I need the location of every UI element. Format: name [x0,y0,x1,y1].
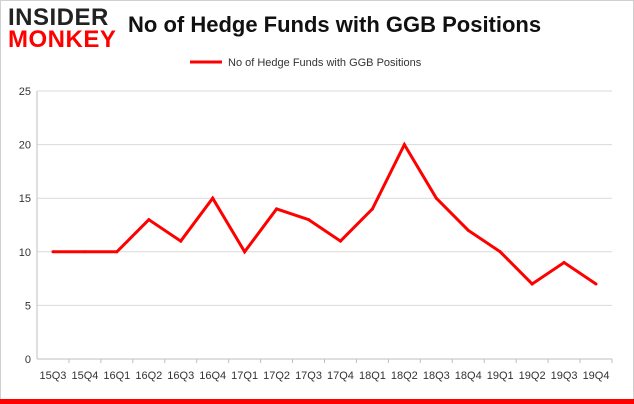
data-point [498,250,502,254]
data-point [275,207,279,211]
data-point [211,196,215,200]
x-tick-label: 15Q4 [71,370,98,382]
x-tick-label: 17Q4 [327,370,354,382]
data-point [530,282,534,286]
data-point [338,239,342,243]
x-tick-label: 15Q3 [40,370,67,382]
x-tick-label: 18Q3 [423,370,450,382]
data-point [594,282,598,286]
x-tick-label: 19Q2 [519,370,546,382]
data-point [243,250,247,254]
logo-line2: MONKEY [8,26,117,53]
x-tick-label: 16Q1 [103,370,130,382]
logo-line1: INSIDER [8,4,109,31]
data-point [307,218,311,222]
series-line [52,141,597,286]
chart-title: No of Hedge Funds with GGB Positions [128,12,542,37]
y-tick-label: 0 [25,354,31,366]
data-point [466,228,470,232]
data-point [179,239,183,243]
x-tick-label: 17Q3 [295,370,322,382]
x-tick-label: 18Q4 [455,370,482,382]
x-tick-label: 16Q2 [135,370,162,382]
y-tick-label: 25 [19,86,31,98]
data-point [83,250,87,254]
data-point [115,250,119,254]
x-tick-label: 19Q4 [583,370,610,382]
axes [36,91,612,360]
data-point [562,261,566,265]
x-tick-label: 18Q2 [391,370,418,382]
data-point [51,250,55,254]
x-tick-label: 16Q4 [199,370,226,382]
y-tick-label: 20 [19,140,31,152]
bottom-accent-bar [0,399,634,404]
data-point [370,207,374,211]
y-tick-label: 5 [25,300,31,312]
insider-monkey-logo: INSIDER MONKEY [8,6,118,52]
x-axis-ticks: 15Q3 15Q4 16Q1 16Q2 16Q3 16Q4 17Q1 17Q2 17Q3 17Q4… [40,359,613,382]
data-point [402,143,406,147]
y-tick-label: 15 [19,193,31,205]
gridlines [37,90,612,306]
x-tick-label: 19Q3 [551,370,578,382]
x-tick-label: 18Q1 [359,370,386,382]
y-axis-ticks: 0 5 10 15 20 25 [19,86,31,366]
x-tick-label: 19Q1 [487,370,514,382]
data-point [434,196,438,200]
y-tick-label: 10 [19,247,31,259]
legend-label: No of Hedge Funds with GGB Positions [228,57,422,69]
series-layer [51,141,598,286]
data-point [147,218,151,222]
legend: No of Hedge Funds with GGB Positions [190,57,422,69]
x-tick-label: 17Q1 [231,370,258,382]
x-tick-label: 17Q2 [263,370,290,382]
x-tick-label: 16Q3 [167,370,194,382]
